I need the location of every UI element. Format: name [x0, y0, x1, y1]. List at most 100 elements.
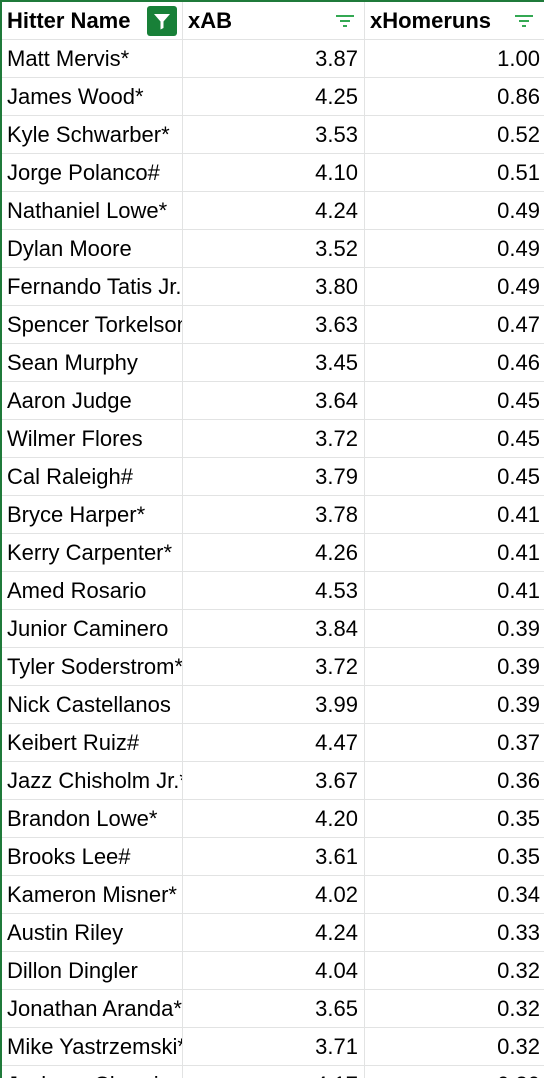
table-row: Kameron Misner* 4.02 0.34 — [0, 876, 544, 914]
xab-cell[interactable]: 3.61 — [183, 838, 365, 875]
xab-cell[interactable]: 4.20 — [183, 800, 365, 837]
xab-cell[interactable]: 3.63 — [183, 306, 365, 343]
xhomeruns-cell[interactable]: 0.35 — [497, 806, 540, 831]
xab-cell[interactable]: 4.24 — [183, 192, 365, 229]
hitter-name-cell[interactable]: Brandon Lowe* — [0, 800, 183, 837]
hitter-name-cell[interactable]: Jorge Polanco# — [0, 154, 183, 191]
xhomeruns-cell[interactable]: 0.39 — [497, 692, 540, 717]
table-row: Cal Raleigh# 3.79 0.45 — [0, 458, 544, 496]
hitter-name-cell[interactable]: Dylan Moore — [0, 230, 183, 267]
xab-cell[interactable]: 3.45 — [183, 344, 365, 381]
xab-cell[interactable]: 4.04 — [183, 952, 365, 989]
header-hitter-name[interactable]: Hitter Name — [0, 2, 183, 39]
xab-cell[interactable]: 3.53 — [183, 116, 365, 153]
xab-cell[interactable]: 4.25 — [183, 78, 365, 115]
xab-cell[interactable]: 3.65 — [183, 990, 365, 1027]
hitter-name-cell[interactable]: Fernando Tatis Jr. — [0, 268, 183, 305]
filter-lines-icon[interactable] — [511, 10, 537, 32]
hitter-name-cell[interactable]: Aaron Judge — [0, 382, 183, 419]
hitter-name-cell[interactable]: Jonathan Aranda* — [0, 990, 183, 1027]
hitter-name-cell[interactable]: Bryce Harper* — [0, 496, 183, 533]
xab-cell[interactable]: 3.52 — [183, 230, 365, 267]
hitter-name-cell[interactable]: Sean Murphy — [0, 344, 183, 381]
xab-cell[interactable]: 3.67 — [183, 762, 365, 799]
hitter-name-cell[interactable]: Keibert Ruiz# — [0, 724, 183, 761]
xab-cell[interactable]: 3.71 — [183, 1028, 365, 1065]
hitter-name-cell[interactable]: Tyler Soderstrom* — [0, 648, 183, 685]
hitter-name-cell[interactable]: Matt Mervis* — [0, 40, 183, 77]
table-row: Jonathan Aranda* 3.65 0.32 — [0, 990, 544, 1028]
xhomeruns-cell[interactable]: 0.52 — [497, 122, 540, 147]
filter-lines-glyph — [336, 15, 354, 27]
xhomeruns-cell[interactable]: 0.47 — [497, 312, 540, 337]
xhomeruns-cell[interactable]: 0.30 — [365, 1066, 544, 1078]
xab-cell[interactable]: 4.17 — [183, 1066, 365, 1078]
xab-cell[interactable]: 3.99 — [183, 686, 365, 723]
xab-cell[interactable]: 4.24 — [183, 914, 365, 951]
xhomeruns-cell[interactable]: 0.49 — [497, 274, 540, 299]
xhomeruns-cell[interactable]: 0.32 — [497, 958, 540, 983]
xab-cell[interactable]: 4.10 — [183, 154, 365, 191]
header-xab[interactable]: xAB — [183, 2, 365, 39]
xab-cell[interactable]: 4.53 — [183, 572, 365, 609]
hitter-name-cell[interactable]: Dillon Dingler — [0, 952, 183, 989]
table-row: Jazz Chisholm Jr.* 3.67 0.36 — [0, 762, 544, 800]
hitter-name-cell[interactable]: Brooks Lee# — [0, 838, 183, 875]
table-row: Tyler Soderstrom* 3.72 0.39 — [0, 648, 544, 686]
xhomeruns-cell[interactable]: 0.86 — [497, 84, 540, 109]
xab-cell[interactable]: 3.72 — [183, 420, 365, 457]
hitter-name-cell[interactable]: Kameron Misner* — [0, 876, 183, 913]
xhomeruns-cell[interactable]: 0.39 — [497, 616, 540, 641]
hitter-name-cell[interactable]: Nick Castellanos — [0, 686, 183, 723]
xhomeruns-cell[interactable]: 0.35 — [497, 844, 540, 869]
xhomeruns-cell[interactable]: 0.32 — [497, 1034, 540, 1059]
hitter-name-cell[interactable]: Cal Raleigh# — [0, 458, 183, 495]
table-row: Dylan Moore 3.52 0.49 — [0, 230, 544, 268]
xab-cell[interactable]: 3.79 — [183, 458, 365, 495]
hitter-name-cell[interactable]: Spencer Torkelson — [0, 306, 183, 343]
xhomeruns-cell[interactable]: 0.37 — [497, 730, 540, 755]
xab-cell[interactable]: 3.87 — [183, 40, 365, 77]
hitter-name-cell[interactable]: Jazz Chisholm Jr.* — [0, 762, 183, 799]
hitter-name-cell[interactable]: Amed Rosario — [0, 572, 183, 609]
hitter-name-cell[interactable]: James Wood* — [0, 78, 183, 115]
xhomeruns-cell[interactable]: 0.41 — [497, 578, 540, 603]
xhomeruns-cell[interactable]: 0.33 — [497, 920, 540, 945]
xhomeruns-cell[interactable]: 0.49 — [497, 198, 540, 223]
xhomeruns-cell[interactable]: 0.45 — [497, 426, 540, 451]
hitter-name-cell[interactable]: Mike Yastrzemski* — [0, 1028, 183, 1065]
xab-cell[interactable]: 3.78 — [183, 496, 365, 533]
table-row: Fernando Tatis Jr. 3.80 0.49 — [0, 268, 544, 306]
xhomeruns-cell[interactable]: 1.00 — [497, 46, 540, 71]
xhomeruns-cell[interactable]: 0.41 — [497, 502, 540, 527]
hitter-name-cell[interactable]: Kerry Carpenter* — [0, 534, 183, 571]
xhomeruns-cell[interactable]: 0.49 — [497, 236, 540, 261]
filter-lines-icon[interactable] — [332, 10, 358, 32]
hitter-name-cell[interactable]: Austin Riley — [0, 914, 183, 951]
header-xhomeruns[interactable]: xHomeruns — [370, 8, 492, 33]
xhomeruns-cell[interactable]: 0.39 — [497, 654, 540, 679]
xhomeruns-cell[interactable]: 0.45 — [497, 388, 540, 413]
table-row: Amed Rosario 4.53 0.41 — [0, 572, 544, 610]
xab-cell[interactable]: 4.47 — [183, 724, 365, 761]
xhomeruns-cell[interactable]: 0.51 — [497, 160, 540, 185]
hitter-name-cell[interactable]: Nathaniel Lowe* — [0, 192, 183, 229]
hitter-name-cell[interactable]: Kyle Schwarber* — [0, 116, 183, 153]
filter-funnel-icon[interactable] — [147, 6, 177, 36]
xhomeruns-cell[interactable]: 0.36 — [497, 768, 540, 793]
xab-cell[interactable]: 3.72 — [183, 648, 365, 685]
xab-cell[interactable]: 4.26 — [183, 534, 365, 571]
xab-cell[interactable]: 4.02 — [183, 876, 365, 913]
xab-cell[interactable]: 3.84 — [183, 610, 365, 647]
table-row: Brooks Lee# 3.61 0.35 — [0, 838, 544, 876]
xhomeruns-cell[interactable]: 0.32 — [497, 996, 540, 1021]
xab-cell[interactable]: 3.64 — [183, 382, 365, 419]
xhomeruns-cell[interactable]: 0.34 — [497, 882, 540, 907]
hitter-name-cell[interactable]: Jackson Chourio — [0, 1066, 183, 1078]
xhomeruns-cell[interactable]: 0.46 — [497, 350, 540, 375]
hitter-name-cell[interactable]: Wilmer Flores — [0, 420, 183, 457]
xhomeruns-cell[interactable]: 0.45 — [497, 464, 540, 489]
xhomeruns-cell[interactable]: 0.41 — [497, 540, 540, 565]
xab-cell[interactable]: 3.80 — [183, 268, 365, 305]
hitter-name-cell[interactable]: Junior Caminero — [0, 610, 183, 647]
